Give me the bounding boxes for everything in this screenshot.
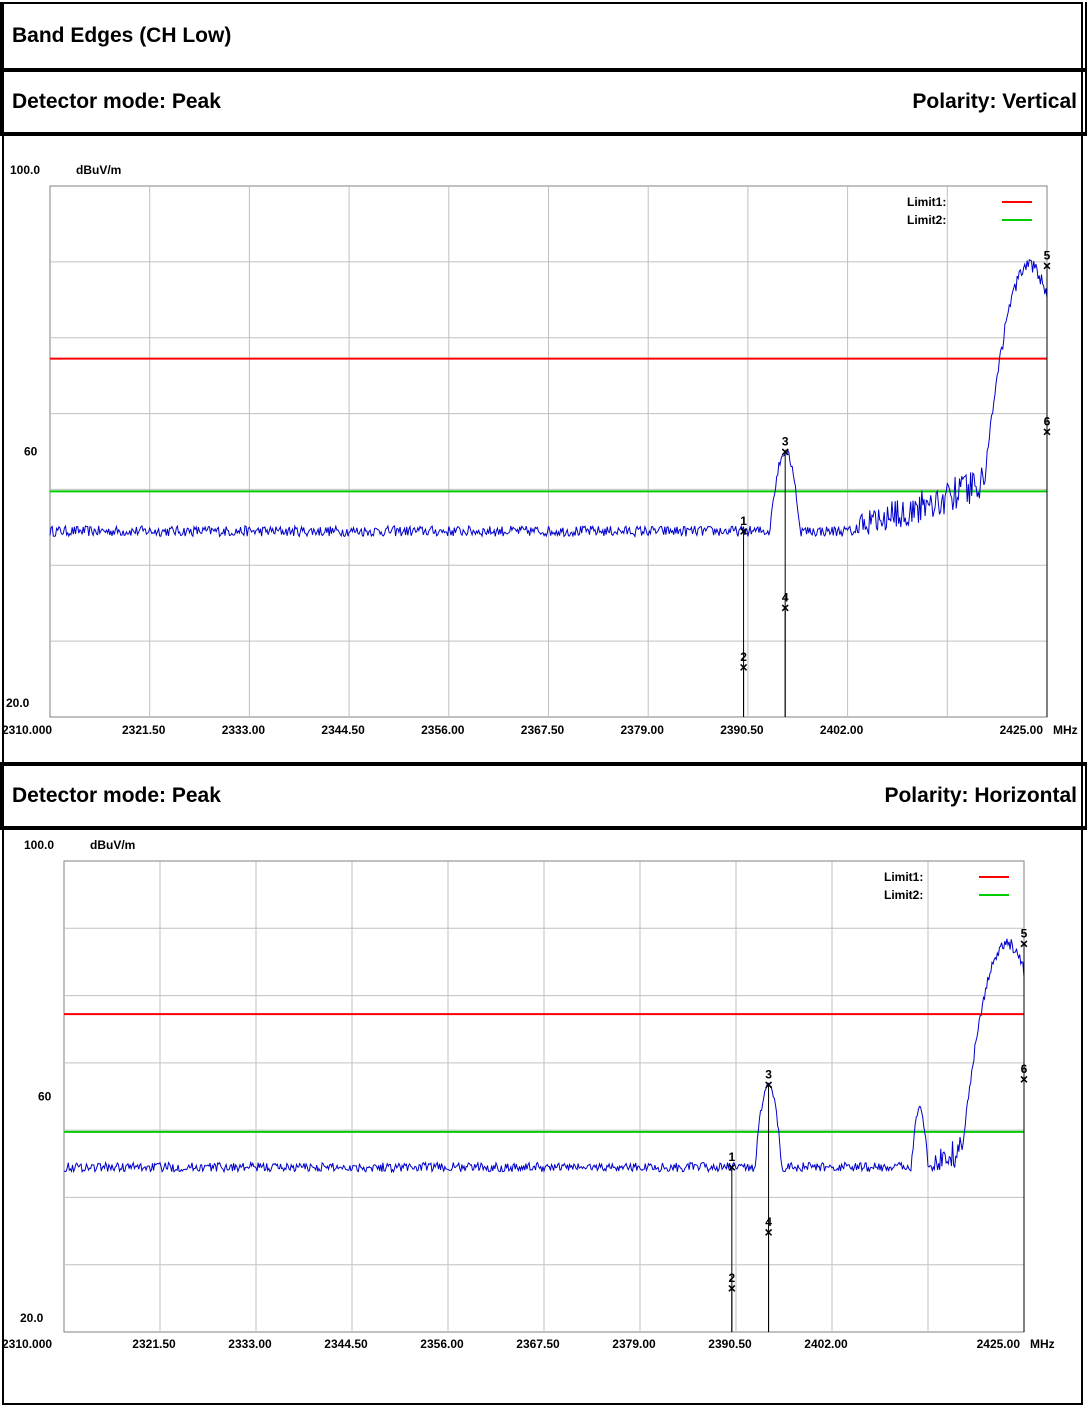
marker-number: 6	[1044, 415, 1051, 429]
x-tick-label: 2402.00	[820, 723, 864, 737]
marker-number: 4	[782, 590, 789, 604]
divider	[0, 68, 1087, 72]
marker-x: ×	[764, 1224, 772, 1240]
marker-number: 2	[728, 1271, 735, 1285]
x-tick-label: 2367.50	[521, 723, 565, 737]
section-header-vertical: Detector mode: Peak Polarity: Vertical	[0, 72, 1087, 132]
spectrum-chart-vertical: 100.0 dBuV/m 60 20.0 2310.000 2321.50 2333.00 2…	[2, 163, 1078, 737]
divider	[0, 826, 1087, 830]
chart-vertical: 100.0 dBuV/m 60 20.0 2310.000 2321.50 2333.00 2…	[0, 136, 1087, 762]
x-tick-label: 2379.00	[621, 723, 665, 737]
detector-mode-label: Detector mode: Peak	[12, 784, 221, 807]
chart-horizontal: 100.0 dBuV/m 60 20.0 2310.000 2321.50 2333.00 2…	[0, 830, 1087, 1405]
x-tick-label: 2333.00	[222, 723, 266, 737]
x-tick-label: 2390.50	[708, 1337, 752, 1351]
marker-x: ×	[781, 599, 789, 615]
marker-x: ×	[1043, 258, 1051, 274]
legend-label: Limit2:	[884, 888, 923, 902]
marker-number: 3	[782, 435, 789, 449]
marker-x: ×	[764, 1077, 772, 1093]
marker-number: 5	[1044, 249, 1051, 263]
divider	[0, 132, 1087, 136]
x-tick-label: 2425.00	[977, 1337, 1021, 1351]
section-header-horizontal: Detector mode: Peak Polarity: Horizontal	[0, 766, 1087, 826]
x-tick-label: 2310.000	[2, 723, 52, 737]
spectrum-chart-horizontal: 100.0 dBuV/m 60 20.0 2310.000 2321.50 2333.00 2…	[2, 838, 1055, 1351]
legend-label: Limit2:	[907, 213, 946, 227]
x-tick-label: 2402.00	[804, 1337, 848, 1351]
x-tick-label: 2321.50	[122, 723, 166, 737]
y-mid-label: 60	[24, 445, 38, 459]
marker-number: 3	[765, 1068, 772, 1082]
legend-label: Limit1:	[907, 195, 946, 209]
x-tick-label: 2356.00	[420, 1337, 464, 1351]
polarity-label: Polarity: Vertical	[912, 90, 1077, 113]
spectrum-trace	[63, 938, 1025, 1174]
y-unit-label: dBuV/m	[90, 838, 135, 852]
x-tick-label: 2390.50	[720, 723, 764, 737]
marker-number: 1	[728, 1150, 735, 1164]
marker-x: ×	[728, 1159, 736, 1175]
marker-number: 4	[765, 1215, 772, 1229]
y-top-label: 100.0	[24, 838, 54, 852]
marker-x: ×	[1020, 1071, 1028, 1087]
marker-x: ×	[739, 523, 747, 539]
marker-number: 5	[1021, 926, 1028, 940]
polarity-label: Polarity: Horizontal	[884, 784, 1077, 807]
x-tick-label: 2333.00	[228, 1337, 272, 1351]
x-unit-label: MHz	[1053, 723, 1078, 737]
marker-number: 2	[740, 650, 747, 664]
x-tick-label: 2321.50	[132, 1337, 176, 1351]
y-bottom-label: 20.0	[6, 696, 30, 710]
y-top-label: 100.0	[10, 163, 40, 177]
marker-x: ×	[781, 444, 789, 460]
y-mid-label: 60	[38, 1090, 52, 1104]
divider	[0, 762, 1087, 766]
x-tick-label: 2425.00	[1000, 723, 1044, 737]
page-title: Band Edges (CH Low)	[12, 24, 232, 47]
x-tick-label: 2356.00	[421, 723, 465, 737]
x-unit-label: MHz	[1030, 1337, 1055, 1351]
x-tick-label: 2344.50	[324, 1337, 368, 1351]
x-tick-label: 2344.50	[321, 723, 365, 737]
detector-mode-label: Detector mode: Peak	[12, 90, 221, 113]
y-unit-label: dBuV/m	[76, 163, 121, 177]
x-tick-label: 2310.000	[2, 1337, 52, 1351]
marker-number: 6	[1021, 1062, 1028, 1076]
x-tick-label: 2367.50	[516, 1337, 560, 1351]
spectrum-trace	[49, 258, 1048, 538]
y-bottom-label: 20.0	[20, 1311, 44, 1325]
marker-x: ×	[1020, 935, 1028, 951]
marker-number: 1	[740, 514, 747, 528]
legend-label: Limit1:	[884, 870, 923, 884]
marker-x: ×	[728, 1280, 736, 1296]
title-row: Band Edges (CH Low)	[0, 2, 1087, 70]
marker-x: ×	[739, 659, 747, 675]
marker-x: ×	[1043, 424, 1051, 440]
x-tick-label: 2379.00	[612, 1337, 656, 1351]
